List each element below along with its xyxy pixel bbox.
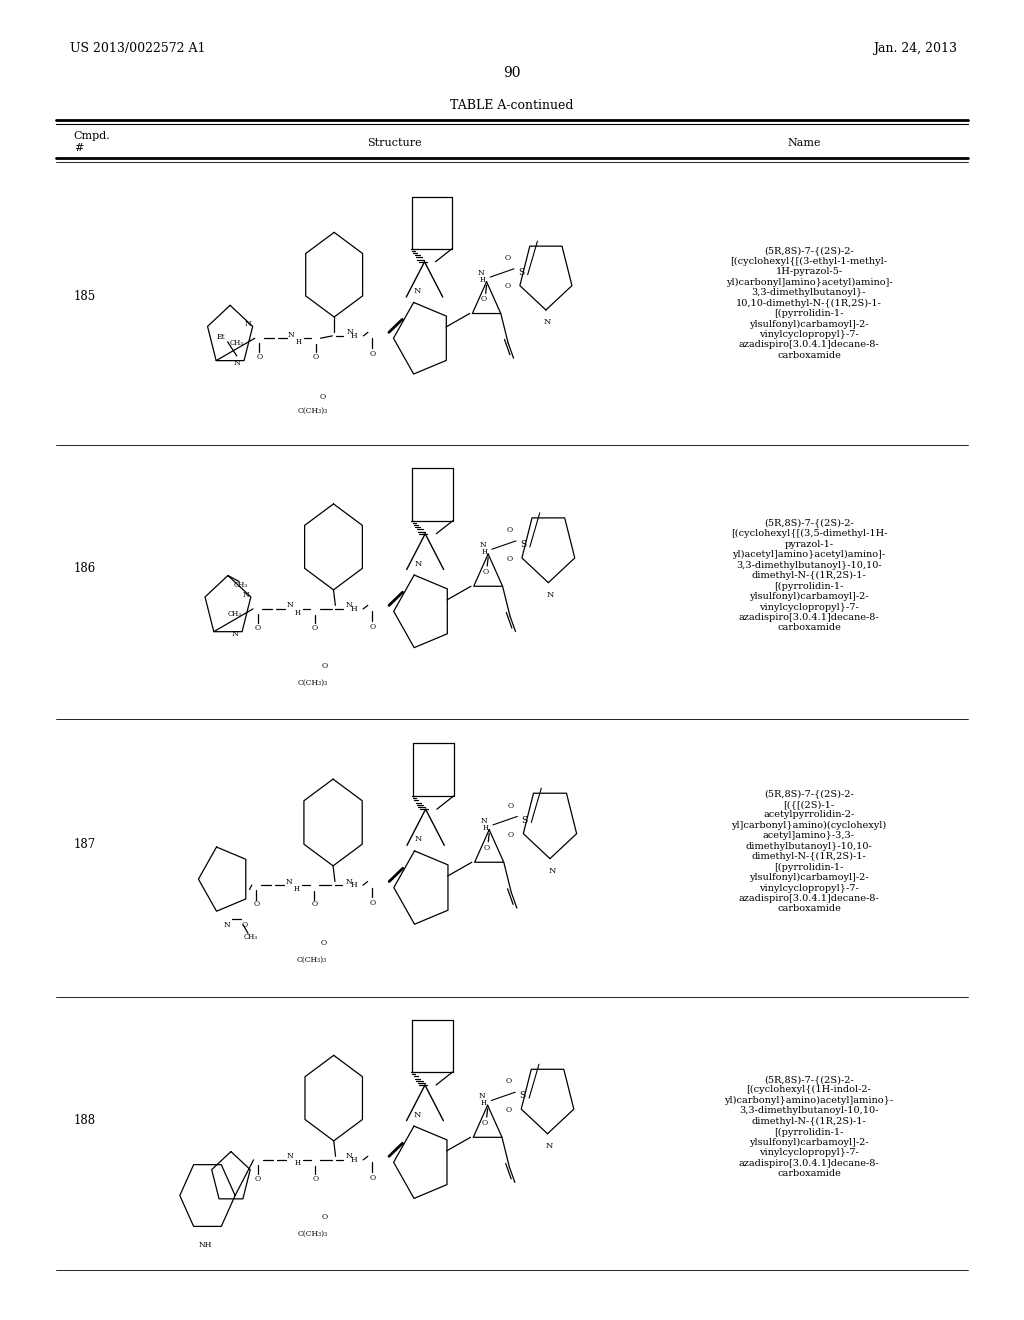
Text: Structure: Structure bbox=[367, 137, 422, 148]
Text: N: N bbox=[287, 602, 293, 610]
Text: N: N bbox=[544, 318, 551, 326]
Text: N: N bbox=[479, 1093, 485, 1101]
Text: O: O bbox=[253, 900, 259, 908]
Text: H: H bbox=[350, 1156, 357, 1164]
Text: O: O bbox=[505, 282, 511, 290]
Text: H: H bbox=[350, 605, 357, 612]
Text: 185: 185 bbox=[74, 290, 96, 302]
Text: O: O bbox=[255, 1175, 261, 1183]
Text: N: N bbox=[243, 590, 250, 598]
Text: O: O bbox=[506, 1077, 512, 1085]
Text: CH₃: CH₃ bbox=[227, 610, 242, 618]
Text: N: N bbox=[415, 836, 422, 843]
Text: C(CH₃)₃: C(CH₃)₃ bbox=[297, 678, 328, 686]
Text: N: N bbox=[548, 867, 556, 875]
Text: H: H bbox=[351, 331, 357, 339]
Text: O: O bbox=[370, 899, 376, 907]
Text: S: S bbox=[518, 268, 524, 277]
Text: (5R,8S)-7-{(2S)-2-
[(cyclohexyl{[(3,5-dimethyl-1H-
pyrazol-1-
yl)acetyl]amino}ac: (5R,8S)-7-{(2S)-2- [(cyclohexyl{[(3,5-di… bbox=[731, 519, 887, 632]
Text: N: N bbox=[224, 921, 230, 929]
Text: CH₃: CH₃ bbox=[233, 581, 248, 589]
Text: O: O bbox=[370, 350, 376, 358]
Text: (5R,8S)-7-{(2S)-2-
[(cyclohexyl{(1H-indol-2-
yl)carbonyl}amino)acetyl]amino}-
3,: (5R,8S)-7-{(2S)-2- [(cyclohexyl{(1H-indo… bbox=[724, 1074, 894, 1179]
Text: H: H bbox=[296, 338, 301, 346]
Text: N: N bbox=[414, 288, 421, 296]
Text: O: O bbox=[505, 255, 511, 263]
Text: H: H bbox=[294, 609, 300, 616]
Text: N: N bbox=[478, 269, 484, 277]
Text: CH₃: CH₃ bbox=[229, 339, 244, 347]
Text: #: # bbox=[74, 143, 83, 153]
Text: N: N bbox=[245, 319, 252, 329]
Text: O: O bbox=[482, 568, 488, 576]
Text: N: N bbox=[233, 359, 241, 367]
Text: N: N bbox=[547, 590, 554, 598]
Text: C(CH₃)₃: C(CH₃)₃ bbox=[297, 956, 327, 964]
Text: O: O bbox=[256, 352, 262, 362]
Text: 90: 90 bbox=[503, 66, 521, 79]
Text: N: N bbox=[346, 1152, 352, 1160]
Text: H: H bbox=[294, 884, 300, 892]
Text: Jan. 24, 2013: Jan. 24, 2013 bbox=[873, 42, 957, 55]
Text: Et: Et bbox=[217, 333, 225, 341]
Text: O: O bbox=[482, 1119, 487, 1127]
Text: O: O bbox=[313, 352, 318, 362]
Text: N: N bbox=[231, 630, 238, 638]
Text: TABLE A-continued: TABLE A-continued bbox=[451, 99, 573, 112]
Text: Name: Name bbox=[787, 137, 820, 148]
Text: S: S bbox=[519, 1092, 525, 1101]
Text: N: N bbox=[479, 541, 486, 549]
Text: (5R,8S)-7-{(2S)-2-
[({[(2S)-1-
acetylpyrrolidin-2-
yl]carbonyl}amino)(cyclohexyl: (5R,8S)-7-{(2S)-2- [({[(2S)-1- acetylpyr… bbox=[731, 789, 887, 913]
Text: O: O bbox=[370, 1173, 376, 1181]
Text: N: N bbox=[287, 1152, 294, 1160]
Text: O: O bbox=[322, 663, 328, 671]
Text: S: S bbox=[520, 540, 526, 549]
Text: H: H bbox=[350, 882, 357, 890]
Text: O: O bbox=[242, 921, 248, 929]
Text: N: N bbox=[288, 331, 295, 339]
Text: O: O bbox=[321, 939, 327, 946]
Text: O: O bbox=[507, 527, 513, 535]
Text: O: O bbox=[312, 624, 318, 632]
Text: S: S bbox=[521, 816, 527, 825]
Text: O: O bbox=[319, 393, 326, 401]
Text: 186: 186 bbox=[74, 562, 96, 576]
Text: NH: NH bbox=[199, 1241, 212, 1250]
Text: O: O bbox=[255, 624, 261, 632]
Text: O: O bbox=[370, 623, 376, 631]
Text: N: N bbox=[345, 878, 352, 886]
Text: 188: 188 bbox=[74, 1114, 96, 1126]
Text: 187: 187 bbox=[74, 838, 96, 851]
Text: US 2013/0022572 A1: US 2013/0022572 A1 bbox=[70, 42, 205, 55]
Text: O: O bbox=[312, 1175, 318, 1183]
Text: N: N bbox=[546, 1142, 553, 1150]
Text: O: O bbox=[508, 801, 514, 809]
Text: H: H bbox=[295, 1159, 301, 1167]
Text: CH₃: CH₃ bbox=[244, 933, 258, 941]
Text: O: O bbox=[507, 554, 513, 562]
Text: O: O bbox=[508, 830, 514, 838]
Text: H: H bbox=[480, 276, 486, 284]
Text: Cmpd.: Cmpd. bbox=[74, 131, 111, 141]
Text: C(CH₃)₃: C(CH₃)₃ bbox=[298, 407, 329, 416]
Text: N: N bbox=[480, 817, 487, 825]
Text: (5R,8S)-7-{(2S)-2-
[(cyclohexyl{[(3-ethyl-1-methyl-
1H-pyrazol-5-
yl)carbonyl]am: (5R,8S)-7-{(2S)-2- [(cyclohexyl{[(3-ethy… bbox=[726, 246, 892, 360]
Text: H: H bbox=[481, 548, 487, 556]
Text: C(CH₃)₃: C(CH₃)₃ bbox=[297, 1229, 328, 1238]
Text: O: O bbox=[322, 1213, 328, 1221]
Text: H: H bbox=[481, 1100, 487, 1107]
Text: N: N bbox=[346, 329, 353, 337]
Text: N: N bbox=[346, 602, 352, 610]
Text: N: N bbox=[414, 560, 422, 568]
Text: O: O bbox=[483, 843, 489, 851]
Text: N: N bbox=[414, 1110, 421, 1119]
Text: O: O bbox=[311, 900, 317, 908]
Text: N: N bbox=[286, 878, 293, 886]
Text: O: O bbox=[506, 1106, 512, 1114]
Text: O: O bbox=[481, 296, 486, 304]
Text: H: H bbox=[482, 824, 488, 832]
